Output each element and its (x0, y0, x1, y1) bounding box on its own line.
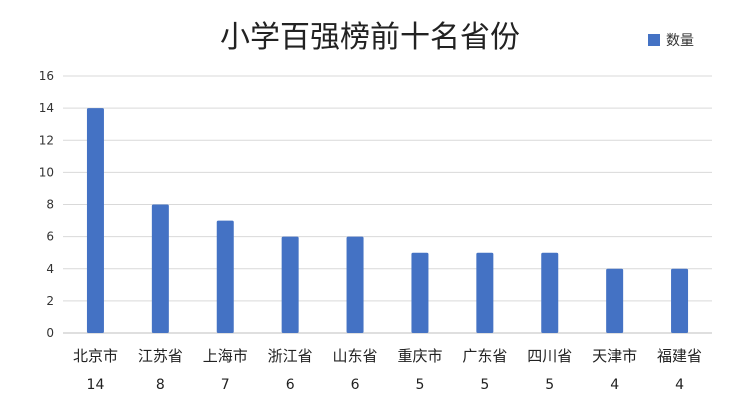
x-axis-categories: 北京市 江苏省 上海市 浙江省 山东省 重庆市 广东省 四川省 天津市 福建省 (73, 347, 702, 365)
category-label: 北京市 (73, 347, 118, 365)
y-tick-label: 6 (46, 230, 54, 244)
value-label: 5 (545, 377, 554, 393)
bar (151, 204, 169, 333)
value-label: 7 (221, 377, 230, 393)
bar (606, 268, 624, 333)
category-label: 重庆市 (397, 347, 442, 365)
value-labels: 14 8 7 6 6 5 5 5 4 4 (87, 377, 685, 393)
y-tick-label: 4 (46, 262, 54, 276)
category-label: 广东省 (462, 347, 507, 365)
bar (476, 252, 494, 333)
value-label: 5 (415, 377, 424, 393)
category-label: 天津市 (592, 347, 637, 365)
y-tick-label: 12 (39, 133, 54, 147)
gridlines (63, 75, 712, 334)
category-label: 浙江省 (268, 347, 313, 365)
category-label: 福建省 (657, 347, 702, 365)
value-label: 14 (87, 377, 105, 393)
y-tick-label: 8 (46, 198, 54, 212)
y-tick-label: 10 (39, 165, 54, 179)
legend: 数量 (648, 33, 694, 49)
chart-title: 小学百强榜前十名省份 (220, 20, 520, 55)
y-tick-label: 0 (46, 326, 54, 340)
bar (216, 220, 234, 333)
category-label: 江苏省 (138, 347, 183, 365)
bar (411, 252, 429, 333)
category-label: 四川省 (527, 347, 572, 365)
value-label: 4 (610, 377, 619, 393)
legend-label: 数量 (666, 33, 694, 49)
category-label: 山东省 (333, 347, 378, 365)
legend-swatch (648, 34, 660, 46)
value-label: 5 (480, 377, 489, 393)
y-tick-label: 16 (39, 69, 54, 83)
value-label: 8 (156, 377, 165, 393)
bar (86, 108, 104, 333)
value-label: 6 (286, 377, 295, 393)
y-axis-ticks: 0 2 4 6 8 10 12 14 16 (39, 69, 54, 340)
value-label: 4 (675, 377, 684, 393)
bar (671, 268, 689, 333)
value-label: 6 (351, 377, 360, 393)
bar (346, 236, 364, 333)
y-tick-label: 2 (46, 294, 54, 308)
bars (86, 108, 689, 333)
bar (281, 236, 299, 333)
category-label: 上海市 (203, 347, 248, 365)
bar (541, 252, 559, 333)
y-tick-label: 14 (39, 101, 54, 115)
